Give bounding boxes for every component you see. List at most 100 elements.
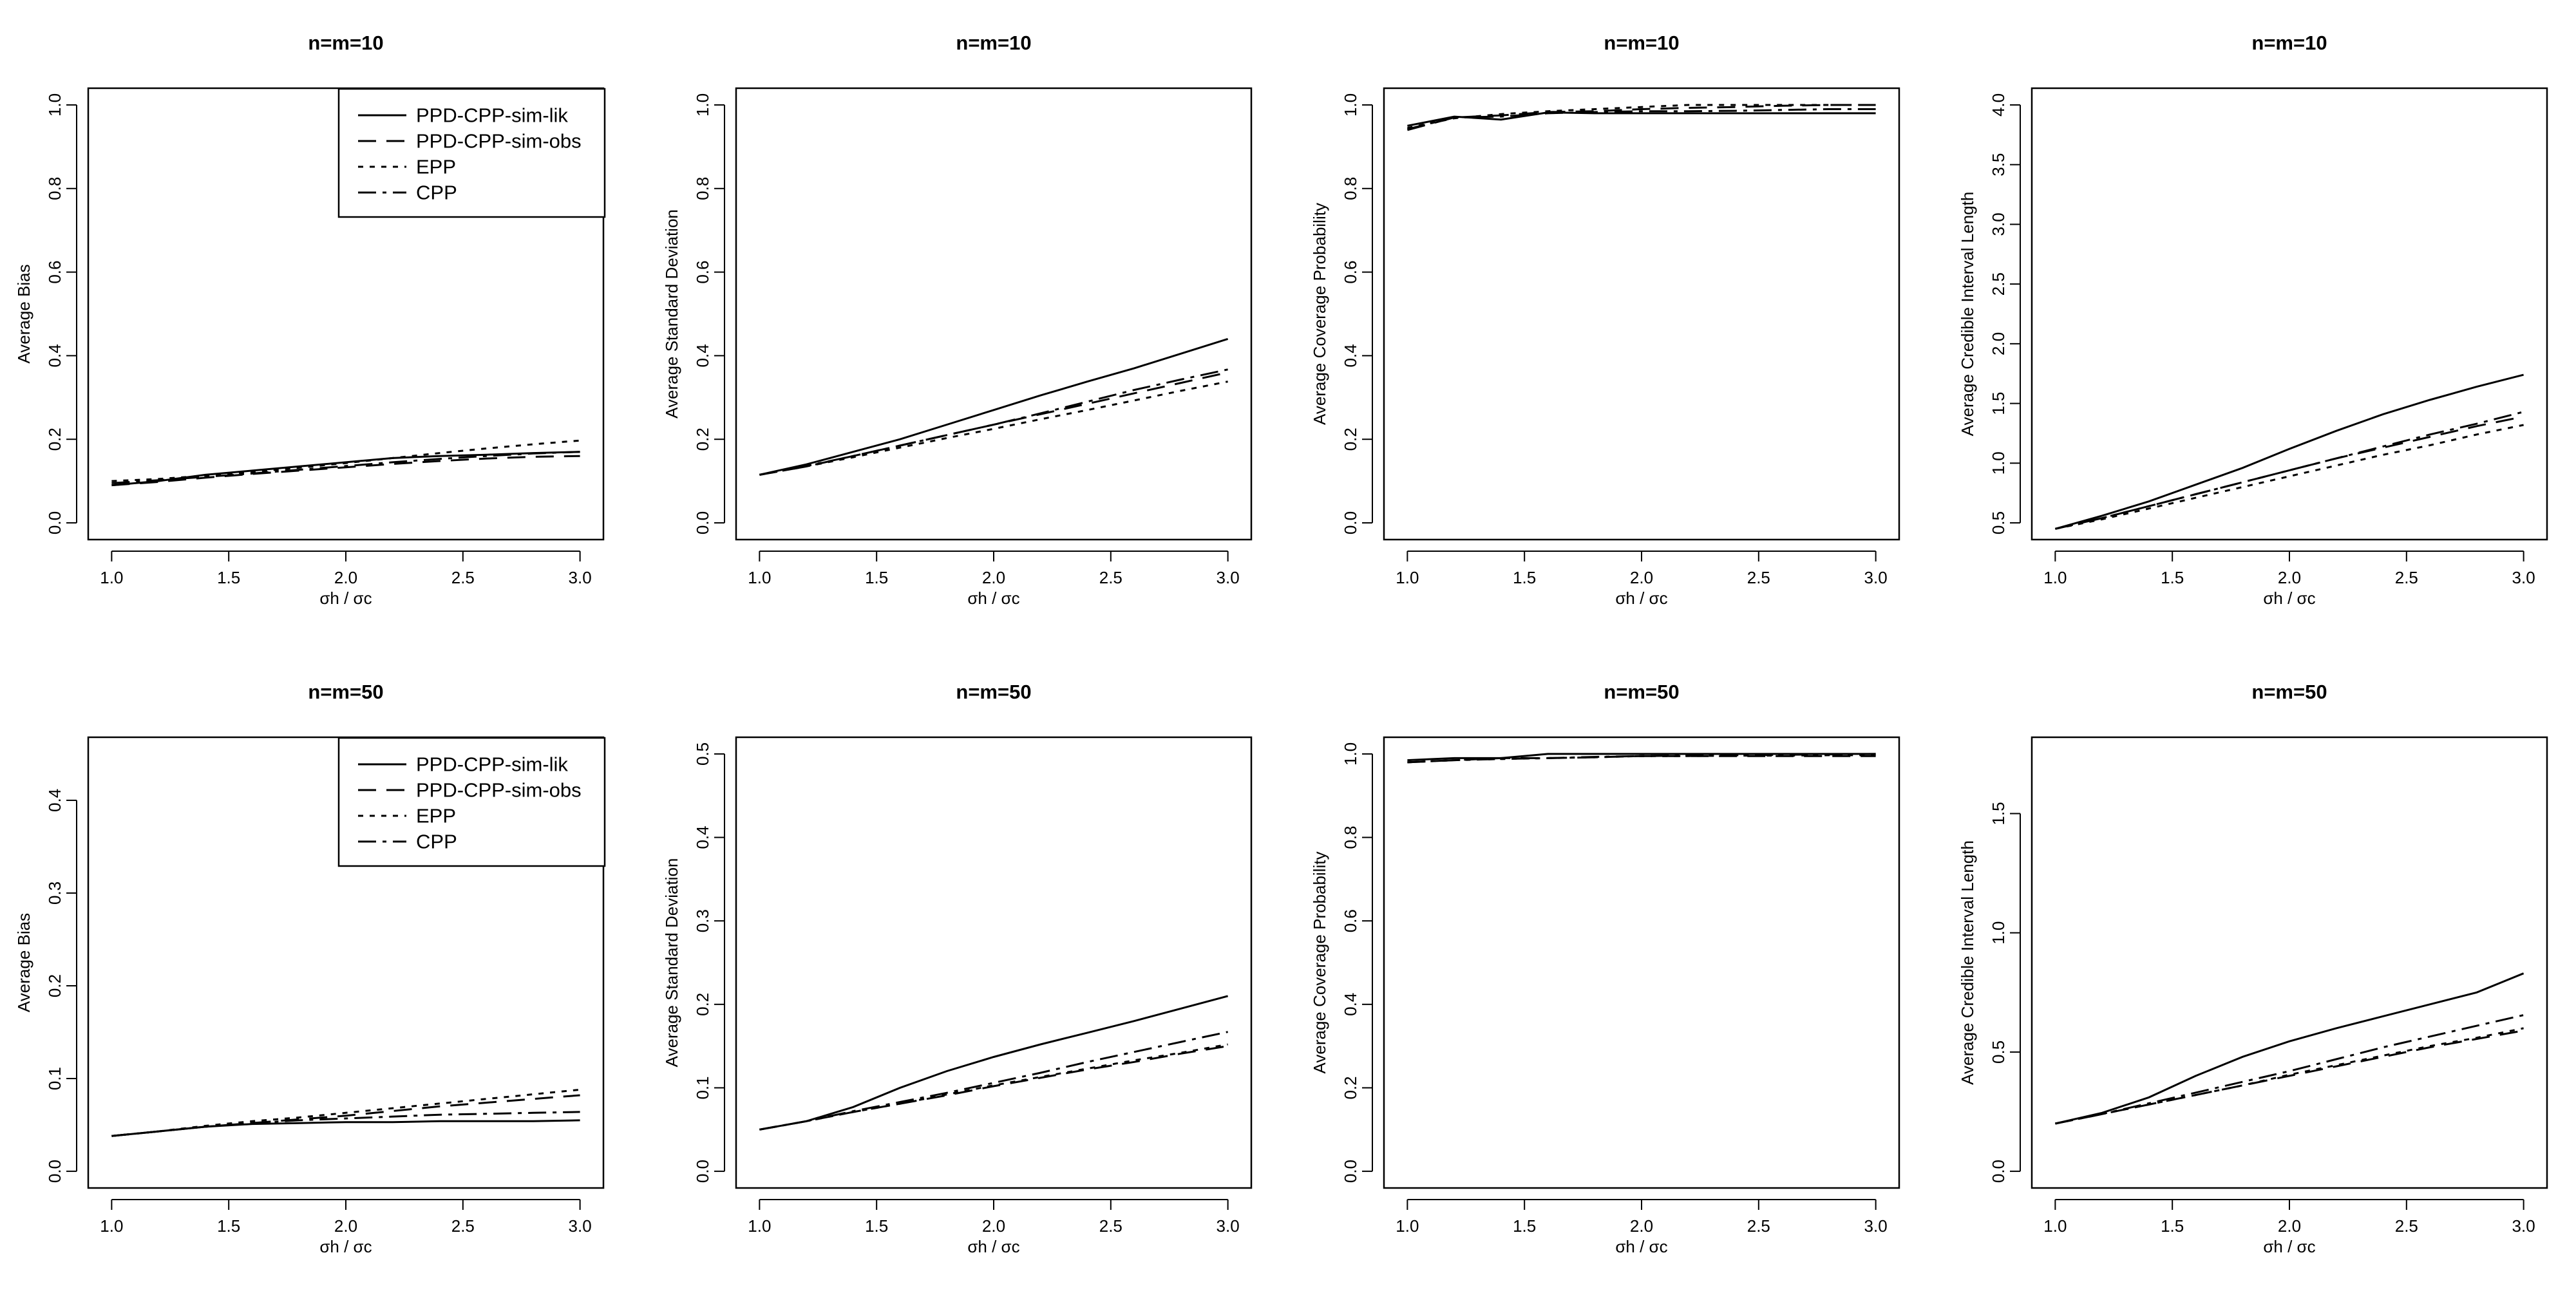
- series-line-ppd-cpp-sim-obs: [759, 1045, 1228, 1131]
- panel-6: n=m=50 1.0 1.5 2.0 2.5 3.0 σh / σc 0.0 0.1 0.2 0.3…: [662, 681, 1253, 1256]
- y-tick-label: 0.2: [45, 428, 64, 451]
- y-tick-label: 0.0: [693, 511, 712, 534]
- x-axis-label: σh / σc: [967, 589, 1019, 608]
- x-tick-label: 1.5: [217, 1216, 240, 1236]
- y-tick-label: 0.2: [1341, 428, 1360, 451]
- x-tick-label: 1.5: [865, 568, 888, 587]
- y-tick-label: 0.8: [693, 177, 712, 200]
- series-line-ppd-cpp-sim-obs: [111, 455, 580, 487]
- x-tick-label: 3.0: [1217, 1216, 1240, 1236]
- x-tick-label: 2.0: [2278, 1216, 2301, 1236]
- x-tick-label: 1.0: [2043, 568, 2067, 587]
- x-tick-label: 1.0: [1396, 1216, 1419, 1236]
- x-axis-label: σh / σc: [319, 589, 372, 608]
- x-tick-label: 3.0: [1864, 1216, 1888, 1236]
- legend-label: CPP: [416, 831, 457, 853]
- y-tick-label: 0.8: [45, 177, 64, 200]
- series-line-cpp: [1407, 753, 1876, 764]
- y-tick-label: 0.1: [45, 1067, 64, 1090]
- y-axis-label: Average Credible Interval Length: [1958, 192, 1977, 437]
- y-tick-label: 1.0: [1341, 93, 1360, 117]
- panel-title: n=m=50: [2251, 681, 2327, 703]
- y-tick-label: 0.4: [45, 789, 64, 812]
- y-tick-label: 0.4: [45, 344, 64, 367]
- series-line-ppd-cpp-sim-lik: [759, 337, 1229, 476]
- y-tick-label: 0.4: [1341, 993, 1360, 1016]
- plot-frame: [2031, 87, 2548, 541]
- x-tick-label: 1.0: [100, 1216, 123, 1236]
- panel-title: n=m=50: [956, 681, 1031, 703]
- y-tick-label: 0.1: [693, 1076, 712, 1099]
- y-tick-label: 2.5: [1989, 272, 2008, 296]
- x-tick-label: 1.0: [100, 568, 123, 587]
- y-tick-label: 0.0: [1341, 1160, 1360, 1183]
- series-line-cpp: [2055, 411, 2524, 530]
- x-tick-label: 2.5: [2395, 1216, 2418, 1236]
- y-axis-label: Average Bias: [14, 264, 33, 363]
- y-tick-label: 0.0: [693, 1160, 712, 1183]
- panel-7: n=m=50 1.0 1.5 2.0 2.5 3.0 σh / σc 0.0 0.2 0.4 0.6…: [1310, 681, 1900, 1256]
- series-line-epp: [111, 439, 580, 482]
- legend: PPD-CPP-sim-lik PPD-CPP-sim-obs EPP CPP: [337, 88, 606, 218]
- legend-label: EPP: [416, 805, 456, 827]
- y-axis-label: Average Coverage Probability: [1310, 852, 1329, 1074]
- x-tick-label: 2.0: [2278, 568, 2301, 587]
- x-tick-label: 1.0: [748, 568, 771, 587]
- x-tick-label: 1.5: [2161, 568, 2184, 587]
- y-tick-label: 1.5: [1989, 802, 2008, 825]
- y-tick-label: 0.0: [45, 1160, 64, 1183]
- y-tick-label: 1.5: [1989, 392, 2008, 415]
- series-line-cpp: [759, 368, 1228, 476]
- x-tick-label: 2.5: [451, 568, 475, 587]
- series-line-cpp: [2055, 1014, 2524, 1125]
- y-tick-label: 0.5: [693, 742, 712, 766]
- legend-label: CPP: [416, 182, 457, 204]
- panel-5: n=m=50 1.0 1.5 2.0 2.5 3.0 σh / σc 0.0 0.1 0.2 0.3…: [14, 681, 606, 1256]
- y-tick-label: 1.0: [693, 93, 712, 117]
- series-line-epp: [111, 1088, 580, 1137]
- series-line-ppd-cpp-sim-lik: [2055, 972, 2524, 1125]
- panel-8: n=m=50 1.0 1.5 2.0 2.5 3.0 σh / σc 0.0 0.5 1.0 1.5…: [1958, 681, 2548, 1256]
- x-tick-label: 3.0: [2512, 568, 2535, 587]
- legend-label: PPD-CPP-sim-lik: [416, 104, 568, 127]
- y-tick-label: 0.3: [45, 881, 64, 905]
- series-line-cpp: [759, 1031, 1228, 1131]
- series-line-ppd-cpp-sim-obs: [2055, 1030, 2524, 1125]
- series-line-ppd-cpp-sim-lik: [759, 995, 1228, 1131]
- x-axis-label: σh / σc: [319, 1237, 372, 1256]
- x-tick-label: 2.5: [2395, 568, 2418, 587]
- series-line-ppd-cpp-sim-obs: [2055, 415, 2524, 530]
- y-tick-label: 0.4: [693, 825, 712, 849]
- legend-box: [337, 737, 606, 867]
- y-tick-label: 0.6: [693, 261, 712, 284]
- plot-frame: [1383, 87, 1900, 541]
- series-line-epp: [759, 381, 1228, 476]
- panel-title: n=m=10: [308, 32, 383, 54]
- legend-label: PPD-CPP-sim-obs: [416, 779, 582, 802]
- panel-title: n=m=50: [308, 681, 383, 703]
- panel-1: n=m=10 1.0 1.5 2.0 2.5 3.0 σh / σc 0.0 0.2 0.4 0.6…: [14, 32, 606, 608]
- y-tick-label: 0.0: [1341, 511, 1360, 534]
- x-tick-label: 1.5: [1513, 568, 1536, 587]
- y-tick-label: 0.2: [693, 993, 712, 1016]
- legend-label: EPP: [416, 156, 456, 178]
- series-line-cpp: [111, 451, 580, 484]
- y-axis-label: Average Credible Interval Length: [1958, 840, 1977, 1085]
- x-tick-label: 3.0: [2512, 1216, 2535, 1236]
- y-axis-label: Average Coverage Probability: [1310, 203, 1329, 425]
- y-tick-label: 1.0: [45, 93, 64, 117]
- series-line-cpp: [111, 1111, 580, 1137]
- y-tick-label: 3.0: [1989, 212, 2008, 236]
- series-line-ppd-cpp-sim-lik: [1407, 111, 1876, 127]
- y-tick-label: 0.2: [1341, 1076, 1360, 1099]
- series-line-cpp: [1407, 108, 1876, 131]
- x-tick-label: 3.0: [569, 568, 592, 587]
- y-tick-label: 0.8: [1341, 825, 1360, 849]
- y-tick-label: 1.0: [1989, 921, 2008, 945]
- x-tick-label: 2.0: [1630, 1216, 1653, 1236]
- x-axis-label: σh / σc: [1615, 589, 1667, 608]
- series-line-ppd-cpp-sim-obs: [759, 371, 1228, 476]
- y-axis-label: Average Bias: [14, 913, 33, 1012]
- y-axis-label: Average Standard Deviation: [662, 209, 681, 419]
